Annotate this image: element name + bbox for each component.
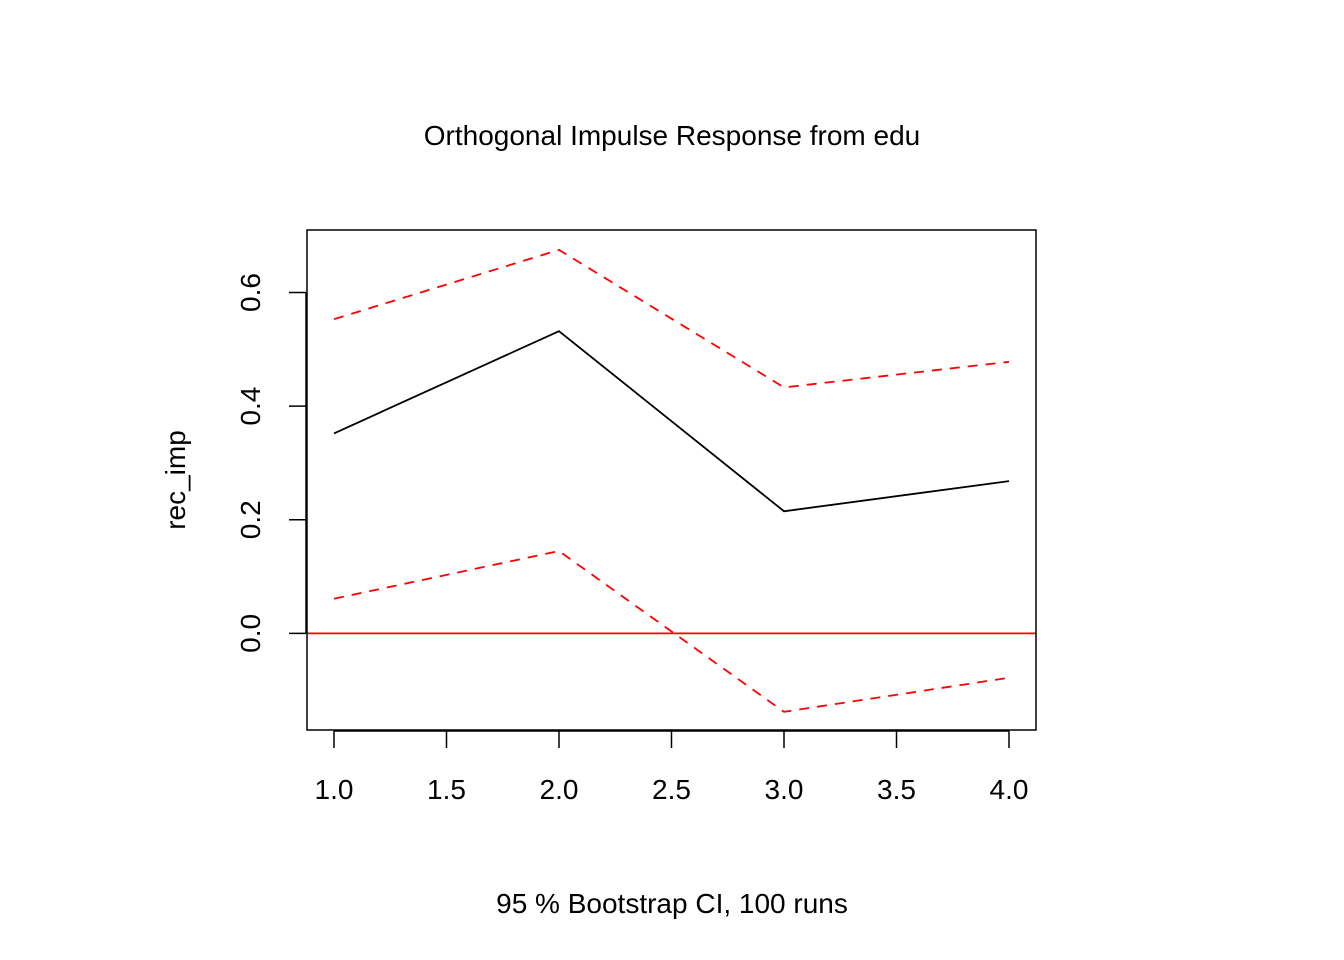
x-axis-label: 95 % Bootstrap CI, 100 runs: [496, 888, 848, 919]
x-tick-label: 2.5: [652, 774, 691, 805]
y-tick-label: 0.6: [235, 273, 266, 312]
series-line-lower: [333, 550, 1010, 713]
chart-title: Orthogonal Impulse Response from edu: [424, 120, 921, 151]
x-tick-label: 1.0: [315, 774, 354, 805]
y-tick-label: 0.4: [235, 387, 266, 426]
x-tick-label: 3.5: [877, 774, 916, 805]
y-tick-label: 0.2: [235, 500, 266, 539]
y-axis: 0.0 0.2 0.4 0.6: [235, 273, 307, 653]
x-tick-label: 4.0: [990, 774, 1029, 805]
y-tick-label: 0.0: [235, 614, 266, 653]
x-tick-label: 3.0: [765, 774, 804, 805]
x-tick-label: 1.5: [427, 774, 466, 805]
x-axis: 1.0 1.5 2.0 2.5 3.0 3.5 4.0: [315, 730, 1029, 805]
plot-content: [307, 248, 1036, 713]
y-axis-label: rec_imp: [160, 430, 191, 530]
series-line-response: [333, 330, 1010, 513]
plot-frame: [306, 229, 1037, 731]
series-line-upper: [333, 248, 1010, 389]
x-tick-label: 2.0: [540, 774, 579, 805]
